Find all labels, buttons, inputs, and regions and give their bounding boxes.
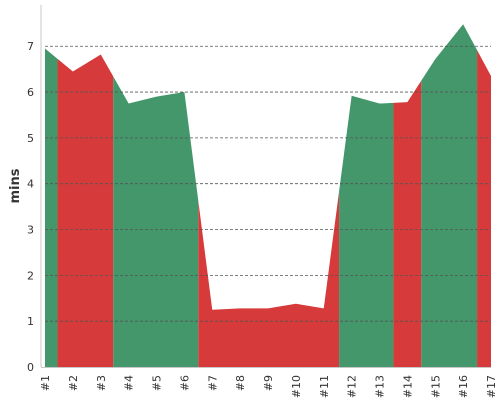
x-tick-label: #4 [123, 375, 136, 391]
x-tick-label: #8 [234, 375, 247, 391]
x-tick-label: #12 [346, 375, 359, 398]
x-tick-label: #2 [67, 375, 80, 391]
x-tick-label: #9 [262, 375, 275, 391]
x-tick-label: #11 [318, 375, 331, 398]
y-tick-label: 2 [27, 269, 34, 282]
area-segment-good [339, 95, 394, 367]
x-tick-labels: #1 #2 #3 #4 #5 #6 #7 #8 #9 #10 #11 #12 #13 #14 #15 #16 #… [39, 375, 498, 398]
chart-axes [40, 5, 491, 368]
y-tick-label: 3 [27, 224, 34, 237]
area-segment-bad [393, 80, 422, 368]
x-tick-label: #7 [206, 375, 219, 391]
x-tick-label: #14 [401, 375, 414, 398]
x-tick-label: #6 [178, 375, 191, 391]
x-tick-label: #17 [485, 375, 498, 398]
area-segment-good [113, 76, 199, 368]
area-segment-good [421, 24, 478, 367]
x-tick-label: #1 [39, 375, 52, 391]
chart-area-zones [45, 24, 491, 368]
x-tick-label: #15 [429, 375, 442, 398]
y-tick-label: 5 [27, 132, 34, 145]
y-tick-label: 6 [27, 86, 34, 99]
y-tick-label: 0 [27, 361, 34, 374]
area-segment-bad [198, 191, 340, 367]
y-gridlines [45, 45, 491, 322]
y-tick-label: 4 [27, 178, 34, 191]
x-tick-label: #16 [457, 375, 470, 398]
area-segment-bad [477, 50, 491, 367]
x-tick-label: #5 [151, 375, 164, 391]
x-tick-label: #10 [290, 375, 303, 398]
y-tick-label: 7 [27, 40, 34, 53]
area-segment-good [45, 48, 58, 367]
x-tick-label: #13 [374, 375, 387, 398]
x-tick-label: #3 [95, 375, 108, 391]
area-segment-bad [57, 54, 114, 368]
y-axis-label: mins [8, 168, 23, 203]
y-tick-label: 1 [27, 315, 34, 328]
y-tick-labels: 0 1 2 3 4 5 6 7 [27, 40, 34, 374]
